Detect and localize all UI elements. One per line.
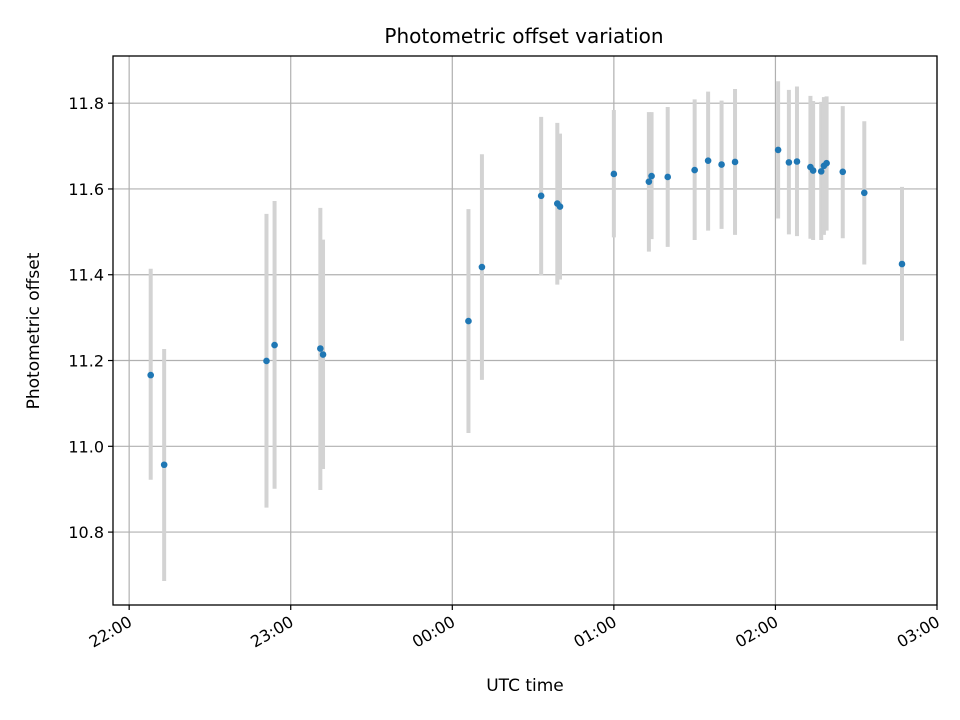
data-point (823, 159, 830, 167)
y-tick-label: 11.2 (68, 352, 104, 371)
data-point (160, 461, 168, 469)
data-point (645, 178, 653, 185)
data-point (860, 189, 868, 197)
grid (113, 56, 938, 605)
data-point (317, 345, 324, 352)
y-tick-label: 11.6 (68, 180, 104, 199)
y-axis-label: Photometric offset (24, 252, 44, 409)
data-point (263, 357, 270, 365)
chart-title: Photometric offset variation (384, 24, 663, 48)
y-tick-label: 11.0 (68, 437, 104, 456)
x-axis-label: UTC time (486, 676, 564, 696)
data-point (793, 158, 801, 165)
data-point (898, 260, 906, 268)
data-points (147, 146, 906, 469)
data-point (809, 167, 817, 174)
data-point (718, 161, 725, 168)
data-point (537, 192, 545, 200)
data-point (785, 159, 793, 166)
data-point (704, 157, 712, 164)
y-tick-label: 11.8 (68, 94, 104, 113)
data-point (556, 203, 564, 210)
y-axis-ticks: 10.8 11.0 11.2 11.4 11.6 11.8 (68, 94, 113, 542)
data-point (271, 341, 278, 349)
data-point (664, 173, 672, 181)
data-point (610, 170, 618, 178)
data-point (774, 146, 782, 154)
y-tick-label: 11.4 (68, 266, 104, 285)
y-tick-label: 10.8 (68, 523, 104, 542)
data-point (691, 166, 698, 174)
data-point (478, 263, 486, 271)
data-point (648, 172, 655, 180)
data-point (817, 168, 825, 175)
data-point (147, 371, 154, 379)
data-point (839, 168, 847, 176)
data-point (319, 351, 327, 358)
data-point (465, 317, 472, 325)
data-point (731, 158, 739, 166)
plot-frame (112, 55, 938, 606)
